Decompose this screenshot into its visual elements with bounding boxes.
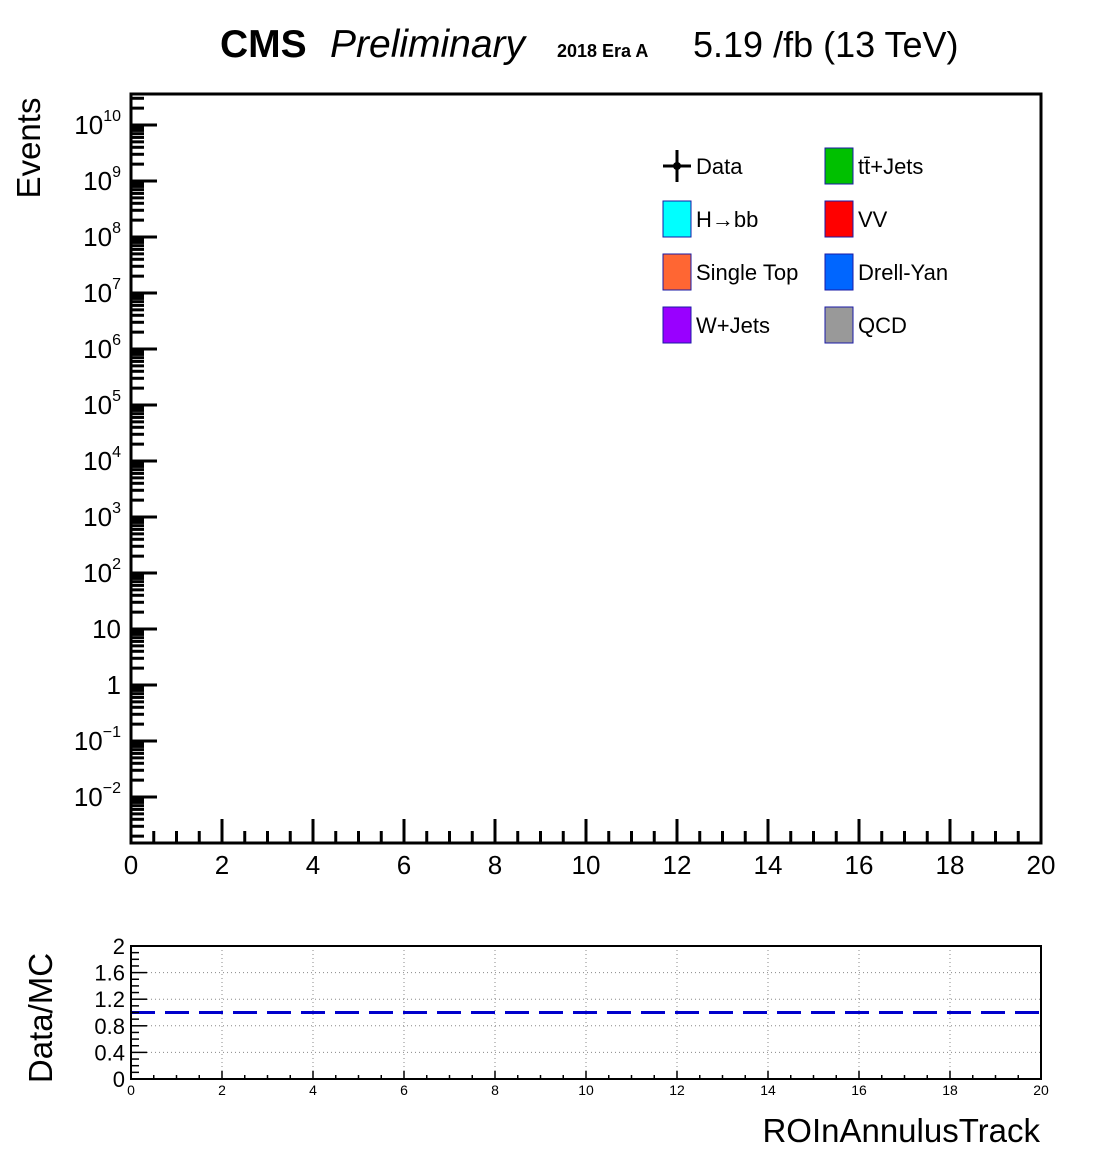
ratio-plot-panel: 0 2 4 6 8 10 12 14 16 18 20 00.40.81.21.62 Data/MC… [22,934,1049,1149]
legend-swatch [662,200,692,238]
main-plot-panel: 0 2 4 6 8 10 12 14 16 18 20 10−210−111010210310410… [10,92,1056,880]
legend-entry: QCD [824,306,907,344]
legend-swatch [824,200,854,238]
x-tick-label: 8 [488,850,502,880]
legend-entry: Data [663,150,743,182]
x-tick-label: 6 [397,850,411,880]
ratio-x-tick-label: 8 [491,1082,499,1098]
chart-title: CMS Preliminary 2018 Era A 5.19 /fb (13 … [220,23,959,66]
x-tick-label: 2 [215,850,229,880]
ratio-y-tick-label: 2 [113,934,125,959]
ratio-y-ticks [131,945,147,1080]
main-x-tick-labels: 0 2 4 6 8 10 12 14 16 18 20 [124,850,1056,880]
legend-label: Data [696,154,743,179]
ratio-x-tick-label: 20 [1033,1082,1049,1098]
legend-label: Drell-Yan [858,260,948,285]
x-tick-label: 16 [845,850,874,880]
y-tick-label: 105 [83,388,121,420]
x-tick-label: 14 [754,850,783,880]
main-plot-frame [129,92,1043,845]
y-tick-label: 1010 [74,108,121,140]
legend-label: Single Top [696,260,798,285]
ratio-y-axis-title: Data/MC [22,953,59,1083]
x-tick-label: 10 [572,850,601,880]
y-tick-label: 103 [83,500,121,532]
main-y-tick-labels: 10−2 10−1 1 10 102 103 104 105 106 107 108 109 1010 [74,108,121,812]
legend-swatch [824,147,854,185]
title-era: 2018 Era A [557,41,648,61]
main-x-ticks [129,819,1043,843]
ratio-x-tick-label: 4 [309,1082,317,1098]
legend-data-marker-dot [673,162,681,170]
y-tick-label: 10−1 [74,724,121,756]
main-y-ticks [131,96,157,838]
ratio-x-tick-label: 16 [851,1082,867,1098]
ratio-y-tick-label: 1.2 [94,987,125,1012]
legend-swatch [662,306,692,344]
y-tick-label: 1 [107,670,121,700]
y-tick-label: 108 [83,220,121,252]
legend-entry: VV [824,200,888,238]
ratio-x-ticks [130,1071,1042,1079]
legend-label: QCD [858,313,907,338]
ratio-x-tick-label: 14 [760,1082,776,1098]
ratio-y-tick-label: 0 [113,1067,125,1092]
ratio-x-tick-label: 12 [669,1082,685,1098]
title-preliminary: Preliminary [330,23,528,66]
ratio-y-tick-labels: 00.40.81.21.62 [94,934,125,1092]
legend-swatch [824,253,854,291]
ratio-x-tick-label: 2 [218,1082,226,1098]
x-tick-label: 12 [663,850,692,880]
y-tick-label: 107 [83,276,121,308]
x-tick-label: 0 [124,850,138,880]
y-tick-label: 10 [92,614,121,644]
legend-swatch [824,306,854,344]
legend-entry: Drell-Yan [824,253,948,291]
legend-entry: Single Top [662,253,798,291]
ratio-x-tick-label: 6 [400,1082,408,1098]
x-tick-label: 4 [306,850,320,880]
legend-label: H→bb [696,207,758,232]
y-tick-label: 109 [83,164,121,196]
ratio-x-tick-label: 0 [127,1082,135,1098]
title-luminosity: 5.19 /fb (13 TeV) [693,24,959,65]
ratio-x-tick-label: 10 [578,1082,594,1098]
y-tick-label: 10−2 [74,780,121,812]
y-tick-label: 104 [83,444,121,476]
legend-label: tt̄+Jets [858,154,923,179]
legend-entry: W+Jets [662,306,770,344]
y-axis-title: Events [10,98,47,199]
legend-swatch [662,253,692,291]
x-tick-label: 18 [936,850,965,880]
ratio-y-tick-label: 0.8 [94,1014,125,1039]
legend-entry: tt̄+Jets [824,147,923,185]
x-axis-title: ROInAnnulusTrack [762,1112,1040,1149]
ratio-y-tick-label: 1.6 [94,961,125,986]
y-tick-label: 106 [83,332,121,364]
legend-entry: H→bb [662,200,758,238]
y-tick-label: 102 [83,556,121,588]
ratio-x-tick-labels: 0 2 4 6 8 10 12 14 16 18 20 [127,1082,1049,1098]
legend-label: W+Jets [696,313,770,338]
legend-label: VV [858,207,888,232]
ratio-y-tick-label: 0.4 [94,1040,125,1065]
x-tick-label: 20 [1027,850,1056,880]
ratio-x-tick-label: 18 [942,1082,958,1098]
title-cms: CMS [220,23,307,66]
legend: Data tt̄+Jets H→bb VV Single Top Drell-Yan W+J… [662,147,948,344]
